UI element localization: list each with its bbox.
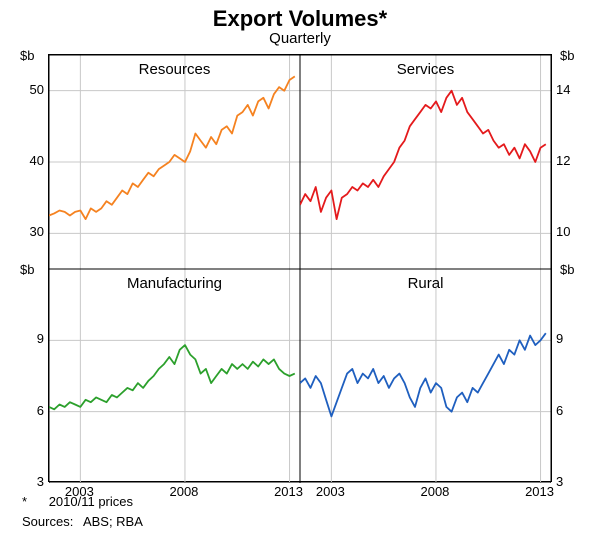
ytick-label: 14	[556, 82, 570, 97]
ytick-label: 10	[556, 224, 570, 239]
unit-top-left: $b	[20, 48, 34, 63]
xtick-label: 2008	[420, 484, 449, 499]
ytick-label: 12	[556, 153, 570, 168]
chart-title: Export Volumes*	[0, 0, 600, 32]
panel-label-rural: Rural	[408, 275, 444, 292]
sources: Sources: ABS; RBA	[22, 514, 143, 529]
unit-top-right: $b	[560, 48, 574, 63]
unit-bottom-right: $b	[560, 262, 574, 277]
xtick-label: 2013	[525, 484, 554, 499]
chart-container: Export Volumes* Quarterly $b $b $b $b Re…	[0, 0, 600, 547]
xtick-label: 2013	[274, 484, 303, 499]
footnote-marker: *	[22, 494, 27, 509]
panel-services: Services	[300, 55, 551, 269]
panel-label-manufacturing: Manufacturing	[127, 275, 222, 292]
chart-subtitle: Quarterly	[0, 30, 600, 47]
ytick-label: 30	[30, 224, 44, 239]
panel-label-services: Services	[397, 61, 455, 78]
ytick-label: 9	[556, 331, 563, 346]
ytick-label: 3	[37, 474, 44, 489]
ytick-label: 6	[556, 403, 563, 418]
ytick-label: 3	[556, 474, 563, 489]
unit-bottom-left: $b	[20, 262, 34, 277]
panel-label-resources: Resources	[139, 61, 211, 78]
panel-resources: Resources	[49, 55, 300, 269]
ytick-label: 6	[37, 403, 44, 418]
ytick-label: 40	[30, 153, 44, 168]
sources-label: Sources:	[22, 514, 73, 529]
panel-manufacturing: Manufacturing	[49, 269, 300, 483]
chart-grid: Resources Services Manufacturing Rural	[48, 54, 552, 482]
xtick-label: 2008	[169, 484, 198, 499]
ytick-label: 50	[30, 82, 44, 97]
ytick-label: 9	[37, 331, 44, 346]
xtick-label: 2003	[316, 484, 345, 499]
xtick-label: 2003	[65, 484, 94, 499]
panel-rural: Rural	[300, 269, 551, 483]
sources-text: ABS; RBA	[83, 514, 143, 529]
